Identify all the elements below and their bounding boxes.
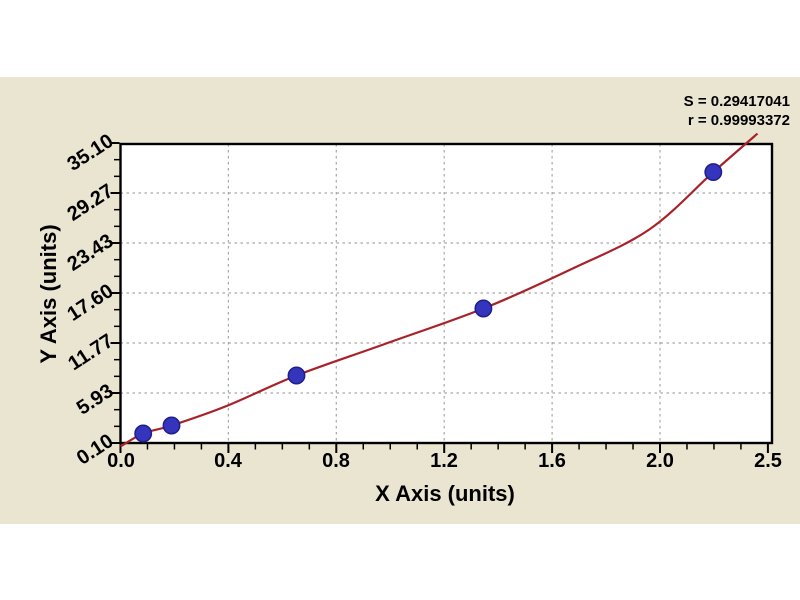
x-tick-label-6: 2.5 (754, 450, 782, 472)
x-tick-label-3: 1.2 (430, 450, 458, 472)
x-tick-label-1: 0.4 (214, 450, 242, 472)
data-point (287, 366, 306, 385)
x-tick-label-4: 1.6 (538, 450, 566, 472)
data-point (134, 424, 153, 443)
data-point (474, 299, 493, 318)
stat-r: r = 0.99993372 (687, 112, 790, 129)
y-axis-title: Y Axis (units) (36, 224, 61, 364)
stat-s: S = 0.29417041 (683, 93, 790, 110)
x-tick-label-5: 2.0 (646, 450, 674, 472)
x-tick-label-0: 0.0 (107, 450, 135, 472)
fit-statistics: S = 0.29417041 r = 0.99993372 (684, 92, 790, 130)
x-tick-label-2: 0.8 (322, 450, 350, 472)
plot-frame (119, 142, 774, 445)
data-point (162, 416, 181, 435)
x-axis-title: X Axis (units) (375, 481, 515, 506)
data-point (704, 163, 723, 182)
